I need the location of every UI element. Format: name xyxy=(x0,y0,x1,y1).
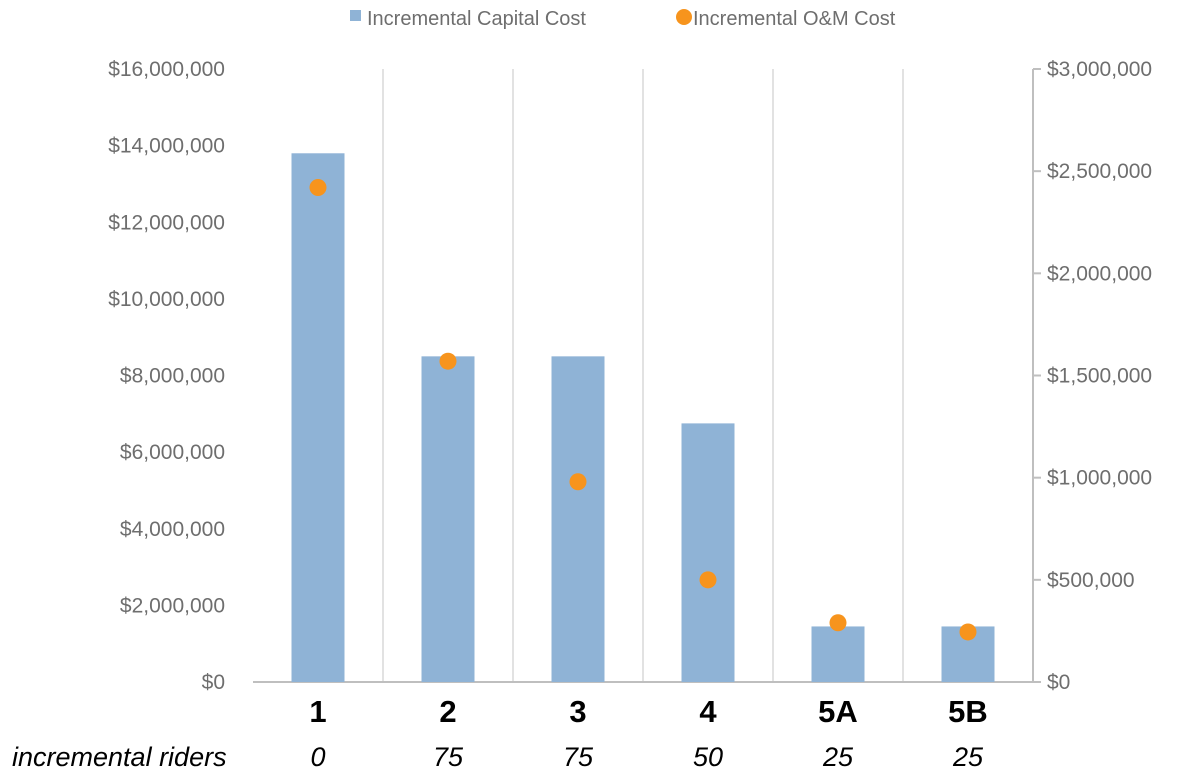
left-axis-tick-label: $12,000,000 xyxy=(108,211,225,234)
left-axis-tick-label: $0 xyxy=(202,671,225,694)
bar-capital-cost xyxy=(421,356,475,682)
legend-om-swatch xyxy=(676,9,692,25)
legend: Incremental Capital Cost Incremental O&M… xyxy=(350,8,896,30)
right-axis-tick-label: $2,500,000 xyxy=(1047,160,1152,183)
marker-om-cost xyxy=(959,623,977,641)
legend-om-cost: Incremental O&M Cost xyxy=(693,8,896,30)
bar-capital-cost xyxy=(551,356,605,682)
capital-cost-bars xyxy=(291,153,995,683)
left-axis-tick-label: $2,000,000 xyxy=(120,594,225,617)
marker-om-cost xyxy=(439,352,457,370)
axes xyxy=(253,68,1041,683)
category-label: 5B xyxy=(948,694,988,729)
marker-om-cost xyxy=(569,473,587,491)
legend-capital-cost: Incremental Capital Cost xyxy=(367,8,586,30)
grid-lines xyxy=(382,69,904,682)
rider-count: 0 xyxy=(310,742,325,772)
category-label: 2 xyxy=(439,694,456,729)
category-label: 1 xyxy=(309,694,326,729)
rider-count: 75 xyxy=(433,742,464,772)
category-labels: 1 2 3 4 5A 5B xyxy=(309,694,987,729)
legend-bar-swatch xyxy=(350,10,361,21)
riders-row-label: incremental riders xyxy=(12,742,227,772)
rider-count: 50 xyxy=(693,742,723,772)
marker-om-cost xyxy=(829,614,847,632)
right-axis-tick-label: $1,500,000 xyxy=(1047,365,1152,388)
bar-capital-cost xyxy=(681,423,735,682)
right-axis-tick-label: $3,000,000 xyxy=(1047,58,1152,81)
marker-om-cost xyxy=(699,571,717,589)
category-label: 5A xyxy=(818,694,858,729)
rider-count: 25 xyxy=(952,742,984,772)
left-axis-tick-label: $6,000,000 xyxy=(120,441,225,464)
right-axis-tick-label: $0 xyxy=(1047,671,1070,694)
right-axis-tick-labels: $0 $500,000 $1,000,000 $1,500,000 $2,000,000… xyxy=(1047,58,1152,694)
left-axis-tick-label: $14,000,000 xyxy=(108,135,225,158)
left-axis-tick-label: $8,000,000 xyxy=(120,365,225,388)
riders-row: incremental riders 0 75 75 50 25 25 xyxy=(12,742,984,772)
bar-capital-cost xyxy=(811,626,865,682)
right-axis-tick-label: $2,000,000 xyxy=(1047,262,1152,285)
om-cost-markers xyxy=(309,179,977,641)
left-axis-tick-labels: $0 $2,000,000 $4,000,000 $6,000,000 $8,000,0… xyxy=(108,58,225,694)
bar-capital-cost xyxy=(291,153,345,683)
right-axis-tick-label: $1,000,000 xyxy=(1047,467,1152,490)
category-label: 3 xyxy=(569,694,586,729)
right-axis-tick-label: $500,000 xyxy=(1047,569,1135,592)
left-axis-tick-label: $4,000,000 xyxy=(120,518,225,541)
left-axis-tick-label: $10,000,000 xyxy=(108,288,225,311)
left-axis-tick-label: $16,000,000 xyxy=(108,58,225,81)
category-label: 4 xyxy=(699,694,717,729)
rider-count: 25 xyxy=(822,742,854,772)
rider-count: 75 xyxy=(563,742,594,772)
marker-om-cost xyxy=(309,179,327,197)
